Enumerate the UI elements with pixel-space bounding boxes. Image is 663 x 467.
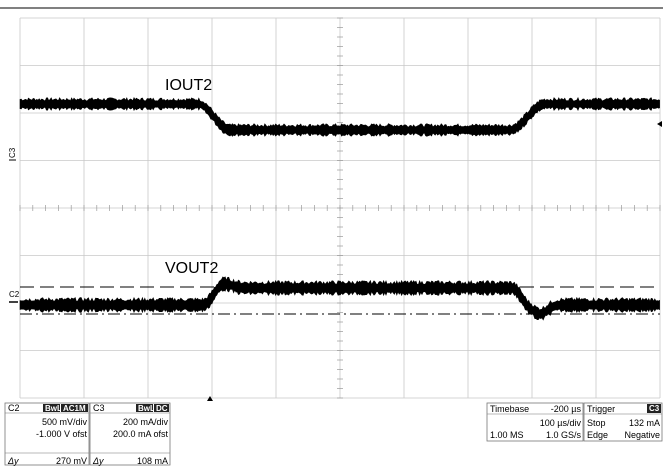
c3-delta-y-value: 108 mA xyxy=(137,456,168,466)
vout-trace-label: VOUT2 xyxy=(165,260,218,277)
c2-scale-value: 500 mV/div xyxy=(42,417,88,427)
c2-info-panel[interactable]: C2 BwL AC1M 500 mV/div -1.000 V ofst Δy … xyxy=(4,402,90,466)
timebase-panel[interactable]: Timebase -200 µs 100 µs/div 1.00 MS 1.0 … xyxy=(486,402,584,442)
vout-waveform xyxy=(19,276,660,321)
timebase-delay: -200 µs xyxy=(551,404,582,414)
timebase-samples: 1.00 MS xyxy=(490,430,524,440)
c2-channel-marker: C2 xyxy=(9,290,20,299)
timebase-sample-rate: 1.0 GS/s xyxy=(546,430,582,440)
c3-channel-marker: C3 xyxy=(8,147,17,158)
triangle-up-icon[interactable] xyxy=(207,396,213,401)
c3-coupling-badge: DC xyxy=(156,404,168,413)
timebase-title: Timebase xyxy=(490,404,529,414)
graticule-grid xyxy=(19,17,661,399)
c2-coupling-badge: AC1M xyxy=(63,404,86,413)
c3-panel-title: C3 xyxy=(93,403,105,413)
timebase-time-per-div: 100 µs/div xyxy=(540,418,582,428)
c2-delta-y-label: Δy xyxy=(7,456,19,466)
c3-scale-value: 200 mA/div xyxy=(123,417,169,427)
c2-offset-value: -1.000 V ofst xyxy=(36,429,88,439)
trigger-level: 132 mA xyxy=(629,418,660,428)
iout-trace-label: IOUT2 xyxy=(165,77,212,94)
c3-offset-value: 200.0 mA ofst xyxy=(113,429,169,439)
trigger-mode: Stop xyxy=(587,418,606,428)
c3-bandwidth-badge: BwL xyxy=(138,404,155,413)
c2-delta-y-value: 270 mV xyxy=(56,456,87,466)
c2-bandwidth-badge: BwL xyxy=(45,404,62,413)
arrow-left-icon xyxy=(657,121,662,127)
trigger-panel[interactable]: Trigger C3 Stop 132 mA Edge Negative xyxy=(583,402,663,442)
iout-waveform xyxy=(19,96,660,137)
c3-info-panel[interactable]: C3 BwL DC 200 mA/div 200.0 mA ofst Δy 10… xyxy=(89,402,171,466)
trigger-title: Trigger xyxy=(587,404,615,414)
trigger-type: Edge xyxy=(587,430,608,440)
c2-panel-title: C2 xyxy=(8,403,20,413)
c3-delta-y-label: Δy xyxy=(92,456,104,466)
trigger-slope: Negative xyxy=(624,430,660,440)
trigger-channel-badge: C3 xyxy=(649,404,660,413)
